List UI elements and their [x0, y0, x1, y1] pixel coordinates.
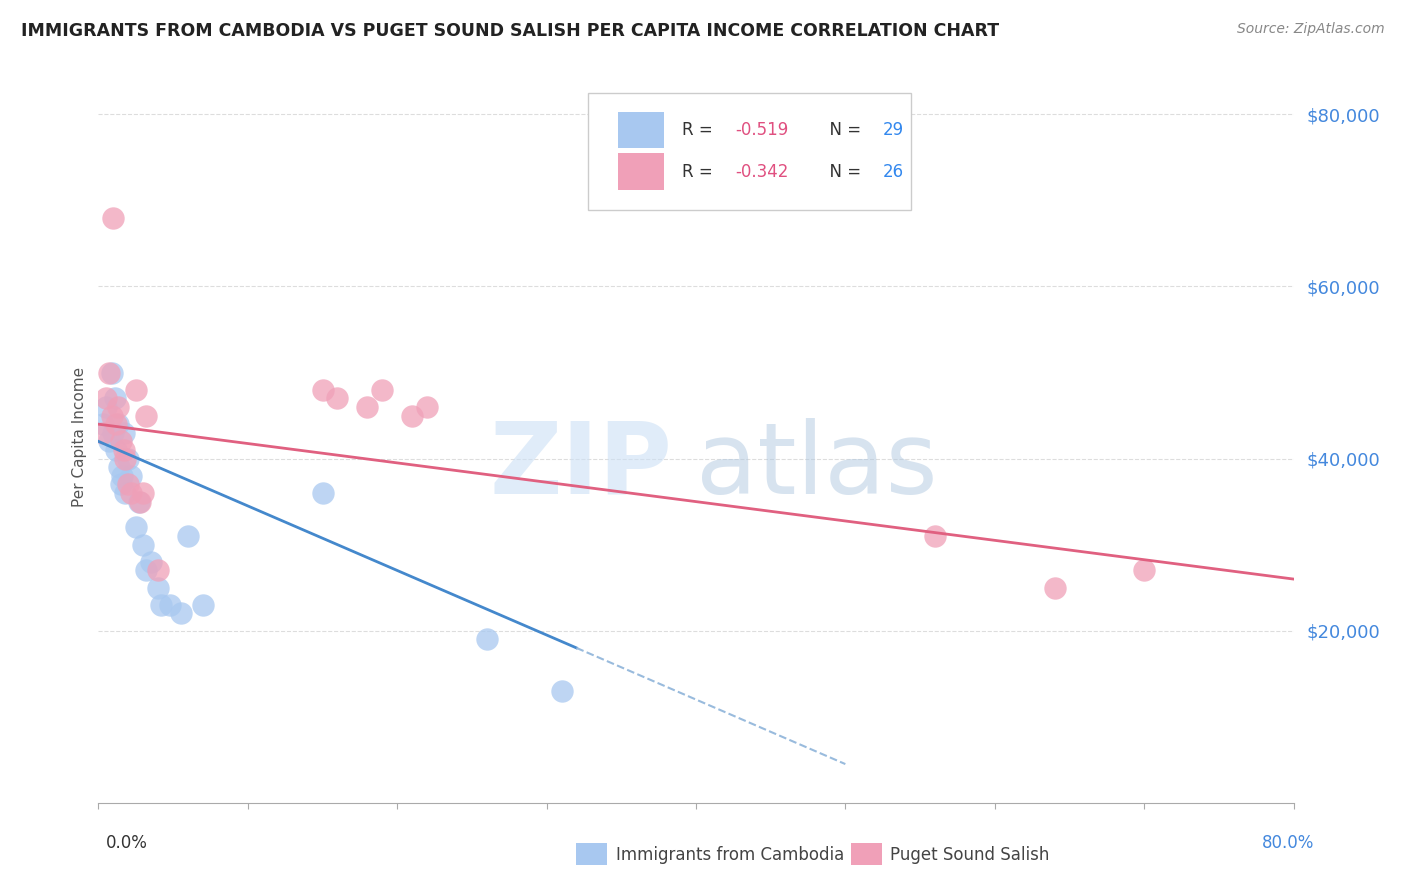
Point: [117, 477, 139, 491]
Point: [114, 486, 136, 500]
Point: [550, 684, 572, 698]
Point: [107, 400, 129, 414]
Text: R =: R =: [682, 121, 717, 139]
Text: N =: N =: [820, 121, 866, 139]
Point: [148, 564, 170, 578]
Point: [924, 529, 946, 543]
Point: [112, 425, 135, 440]
Text: atlas: atlas: [696, 417, 938, 515]
Point: [132, 486, 155, 500]
Point: [371, 383, 394, 397]
Text: -0.519: -0.519: [735, 121, 789, 139]
Point: [177, 529, 200, 543]
Point: [120, 468, 142, 483]
Point: [148, 581, 170, 595]
Point: [101, 409, 124, 423]
Text: ZIP: ZIP: [489, 417, 672, 515]
Point: [97, 434, 120, 449]
Text: N =: N =: [820, 162, 866, 180]
Point: [311, 486, 333, 500]
Point: [112, 442, 135, 457]
Point: [103, 425, 125, 440]
Point: [91, 417, 114, 432]
Text: 0.0%: 0.0%: [105, 834, 148, 852]
FancyBboxPatch shape: [589, 94, 911, 211]
FancyBboxPatch shape: [619, 112, 664, 148]
Point: [125, 520, 148, 534]
Text: Puget Sound Salish: Puget Sound Salish: [890, 846, 1049, 863]
Point: [105, 442, 128, 457]
Text: 80.0%: 80.0%: [1263, 834, 1315, 852]
Point: [150, 598, 173, 612]
Point: [135, 409, 157, 423]
Point: [94, 392, 117, 406]
Point: [103, 211, 125, 225]
Text: R =: R =: [682, 162, 717, 180]
Point: [91, 425, 114, 440]
Point: [311, 383, 333, 397]
Text: IMMIGRANTS FROM CAMBODIA VS PUGET SOUND SALISH PER CAPITA INCOME CORRELATION CHA: IMMIGRANTS FROM CAMBODIA VS PUGET SOUND …: [21, 22, 1000, 40]
Point: [401, 409, 423, 423]
Text: 29: 29: [883, 121, 904, 139]
Point: [135, 564, 157, 578]
Point: [191, 598, 214, 612]
Point: [129, 494, 152, 508]
Point: [114, 451, 136, 466]
Point: [356, 400, 378, 414]
Point: [1133, 564, 1156, 578]
Point: [169, 607, 191, 621]
Point: [117, 451, 139, 466]
Point: [97, 366, 120, 380]
Point: [1043, 581, 1066, 595]
Y-axis label: Per Capita Income: Per Capita Income: [72, 367, 87, 508]
Point: [110, 477, 132, 491]
Point: [326, 392, 349, 406]
Point: [110, 434, 132, 449]
Point: [105, 417, 128, 432]
Point: [104, 392, 127, 406]
Point: [120, 486, 142, 500]
Point: [132, 538, 155, 552]
Text: -0.342: -0.342: [735, 162, 789, 180]
Point: [128, 494, 150, 508]
Point: [107, 417, 129, 432]
Point: [139, 555, 162, 569]
Point: [108, 460, 131, 475]
Point: [159, 598, 181, 612]
Point: [101, 366, 124, 380]
Point: [416, 400, 439, 414]
Point: [125, 383, 148, 397]
FancyBboxPatch shape: [619, 153, 664, 190]
Text: 26: 26: [883, 162, 904, 180]
Point: [475, 632, 498, 647]
Text: Immigrants from Cambodia: Immigrants from Cambodia: [616, 846, 844, 863]
Point: [111, 468, 134, 483]
Text: Source: ZipAtlas.com: Source: ZipAtlas.com: [1237, 22, 1385, 37]
Point: [94, 400, 117, 414]
